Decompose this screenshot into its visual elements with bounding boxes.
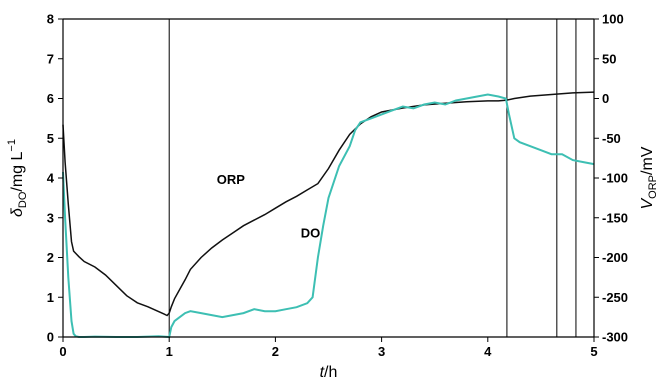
- left-y-tick-label: 7: [47, 51, 54, 66]
- left-y-tick-label: 6: [47, 91, 54, 106]
- left-y-tick-label: 2: [47, 250, 54, 265]
- x-tick-label: 3: [378, 344, 385, 359]
- right-y-tick-label: 100: [602, 12, 624, 27]
- do-series-label: DO: [301, 226, 321, 241]
- left-y-tick-label: 5: [47, 131, 54, 146]
- annotations: ORP DO: [217, 172, 320, 241]
- right-y-tick-label: -300: [602, 330, 628, 345]
- right-y-tick-label: 50: [602, 51, 616, 66]
- series-line-orp: [62, 91, 595, 317]
- right-y-tick-label: 0: [602, 91, 609, 106]
- right-y-tick-label: -250: [602, 290, 628, 305]
- left-y-tick-label: 3: [47, 210, 54, 225]
- x-tick-label: 5: [590, 344, 597, 359]
- right-y-tick-label: -100: [602, 171, 628, 186]
- left-y-tick-label: 8: [47, 12, 54, 27]
- right-y-tick-label: -50: [602, 131, 621, 146]
- left-y-axis-label: δDO/mg L−1: [6, 139, 29, 217]
- x-axis-label: t/h: [320, 364, 338, 381]
- x-tick-label: 1: [166, 344, 173, 359]
- x-tick-label: 2: [272, 344, 279, 359]
- left-y-tick-label: 0: [47, 330, 54, 345]
- orp-series-label: ORP: [217, 172, 246, 187]
- left-y-tick-label: 1: [47, 290, 54, 305]
- series-layer: [62, 91, 595, 339]
- x-tick-label: 0: [59, 344, 66, 359]
- right-y-tick-label: -200: [602, 250, 628, 265]
- series-line-do: [62, 93, 595, 339]
- right-y-tick-label: -150: [602, 210, 628, 225]
- x-tick-label: 4: [484, 344, 492, 359]
- ticks: 0 1 2 3 4 5012345678-300-250-200-150-100-5005…: [47, 12, 628, 360]
- left-y-tick-label: 4: [47, 171, 55, 186]
- right-y-axis-label: VORP/mV: [639, 146, 659, 209]
- axes: [62, 18, 595, 338]
